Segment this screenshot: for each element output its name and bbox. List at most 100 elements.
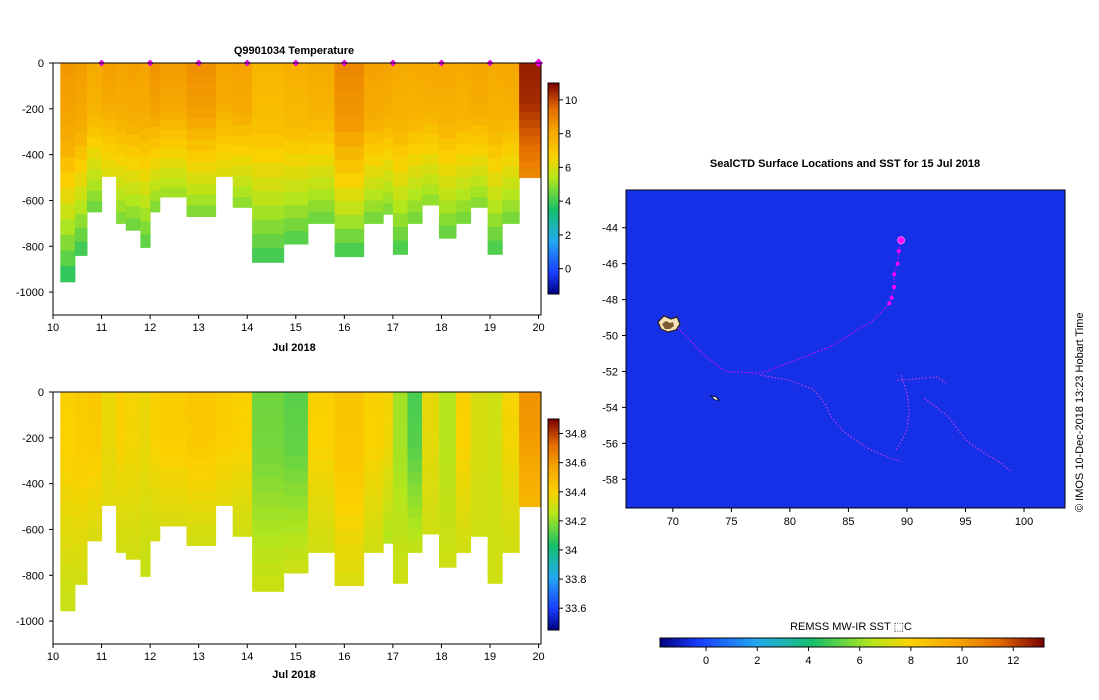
profile-cell <box>519 136 542 146</box>
profile-cell <box>407 506 423 519</box>
profile-cell <box>215 95 234 104</box>
colorbar-ticks: 33.6 33.8 34 34.2 34.4 34.6 34.8 <box>559 429 586 615</box>
profile-cell <box>87 190 103 202</box>
profile-cell <box>232 155 253 167</box>
profile-cell <box>150 455 161 467</box>
profile-cell <box>363 131 384 144</box>
colorbar-ticks: 0 2 4 6 8 10 <box>559 95 577 276</box>
profile-cell <box>487 172 503 187</box>
profile-cell <box>407 166 423 179</box>
x-tick-label: 11 <box>96 651 107 663</box>
y-tick-label: 0 <box>38 387 44 399</box>
profile-cell <box>186 117 217 130</box>
profile-cell <box>60 595 76 612</box>
profile-cell <box>150 530 161 542</box>
profile-cell <box>487 446 503 461</box>
profile-cell <box>232 433 253 444</box>
profile-cell <box>252 205 285 221</box>
profile-cell <box>283 469 309 483</box>
colorbar-tick-label: 34.8 <box>565 429 586 441</box>
profile-cell <box>74 543 88 558</box>
profile-cell <box>159 149 187 160</box>
profile-cell <box>60 125 76 142</box>
profile-cell <box>150 158 161 170</box>
profile-cell <box>186 194 217 207</box>
profile-cell <box>456 97 472 110</box>
profile-cell <box>125 86 141 100</box>
profile-cell <box>407 437 423 450</box>
profile-column <box>383 63 394 215</box>
profile-cell <box>439 113 457 127</box>
profile-cell <box>116 177 127 190</box>
profile-cell <box>215 392 234 401</box>
profile-cell <box>392 172 408 187</box>
sst-field <box>626 190 1065 508</box>
profile-cell <box>487 528 503 543</box>
profile-cell <box>283 404 309 419</box>
profile-cell <box>363 85 384 98</box>
profile-cell <box>150 137 161 149</box>
profile-cell <box>186 490 217 503</box>
profile-cell <box>502 449 520 462</box>
profile-cell <box>487 213 503 228</box>
profile-cell <box>283 153 309 167</box>
surface-location <box>895 261 900 266</box>
profile-cell <box>186 183 217 196</box>
profile-cell <box>487 104 503 119</box>
profile-cell <box>215 497 234 506</box>
profile-cell <box>334 173 365 188</box>
profile-cell <box>74 502 88 517</box>
profile-cell <box>422 93 440 104</box>
y-tick-label: -600 <box>22 524 44 536</box>
colorbar-tick-label: 34.2 <box>565 516 586 528</box>
profile-cell <box>307 211 336 224</box>
profile-cell <box>307 74 336 87</box>
profile-column <box>439 392 457 568</box>
profile-cell <box>334 187 365 202</box>
profile-cell <box>252 233 285 249</box>
profile-cell <box>150 73 161 85</box>
profile-cell <box>470 186 489 198</box>
profile-cell <box>487 63 503 78</box>
profile-cell <box>101 408 117 417</box>
profile-column <box>307 63 336 224</box>
profile-cell <box>283 482 309 496</box>
profile-cell <box>232 443 253 455</box>
surface-location <box>887 301 892 306</box>
profile-cell <box>74 570 88 585</box>
profile-cell <box>283 140 309 154</box>
profile-cell <box>334 76 365 92</box>
profile-cell <box>422 463 440 474</box>
profile-cell <box>422 184 440 196</box>
profile-cell <box>140 563 151 577</box>
profile-column <box>519 392 542 508</box>
profile-cell <box>232 176 253 188</box>
y-tick-label: -52 <box>602 366 618 378</box>
profile-cell <box>470 392 489 403</box>
profile-cell <box>215 464 234 474</box>
profile-cell <box>439 100 457 114</box>
profile-cell <box>116 74 127 87</box>
profile-cell <box>307 392 336 404</box>
profile-cell <box>422 73 440 84</box>
profile-cell <box>502 472 520 485</box>
profile-cell <box>502 177 520 190</box>
profile-cell <box>422 493 440 505</box>
x-tick-label: 19 <box>484 651 496 663</box>
profile-cell <box>232 392 253 403</box>
profile-cell <box>456 414 472 427</box>
profile-cell <box>439 213 457 227</box>
profile-cell <box>470 73 489 85</box>
profile-cell <box>392 528 408 543</box>
profile-cell <box>439 429 457 443</box>
profile-cell <box>159 497 187 508</box>
profile-cell <box>101 71 117 80</box>
profile-cell <box>502 211 520 224</box>
profile-cell <box>283 547 309 561</box>
x-axis-label: Jul 2018 <box>272 669 315 681</box>
profile-cell <box>383 171 394 183</box>
profile-cell <box>487 569 503 584</box>
profile-cell <box>363 506 384 519</box>
profile-cell <box>125 218 141 231</box>
profile-cell <box>140 128 151 143</box>
